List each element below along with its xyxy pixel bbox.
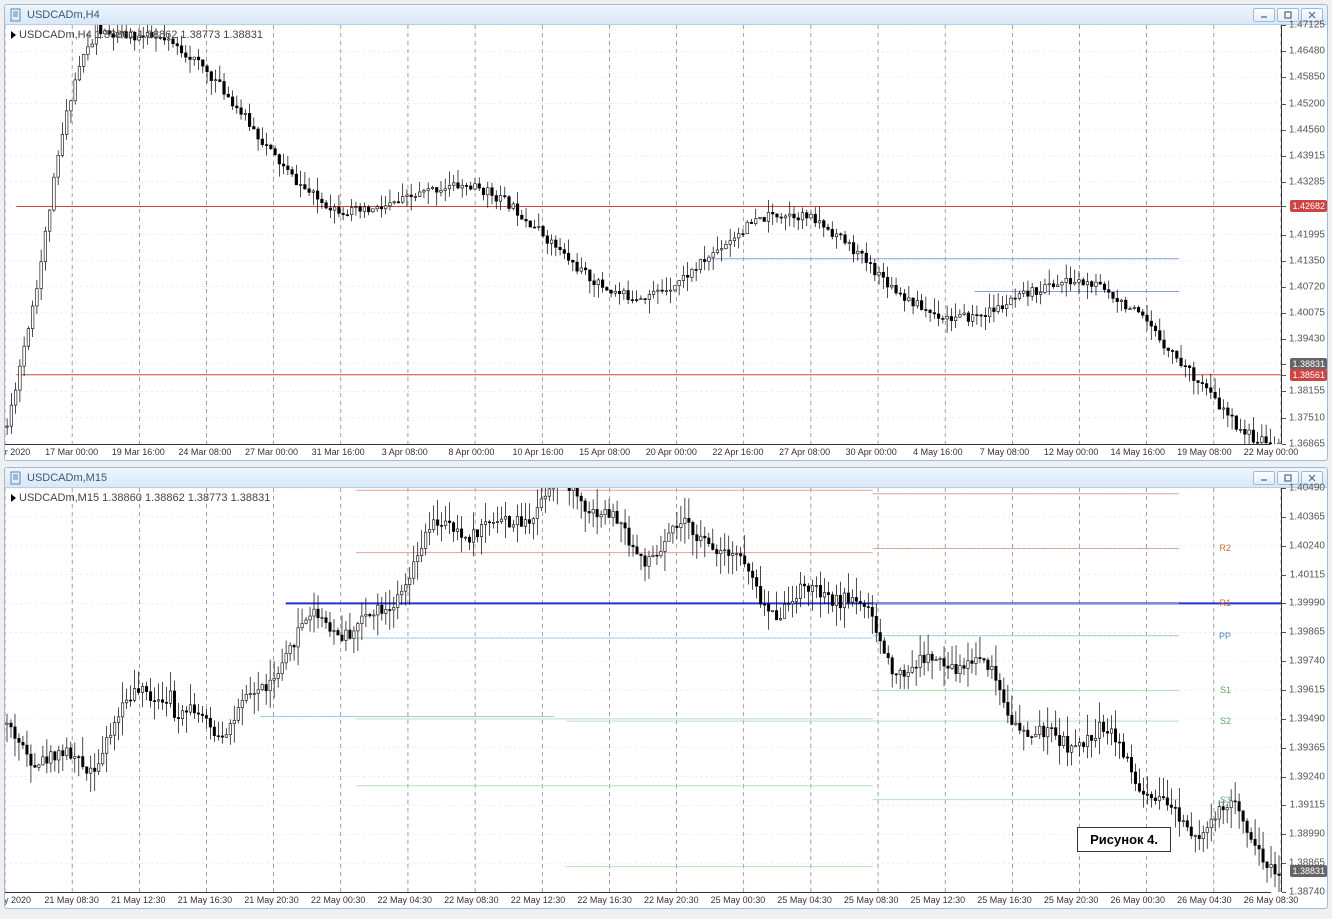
x-tick: 22 May 20:30 (644, 895, 699, 905)
y-tick: 1.37510 (1289, 412, 1325, 423)
x-tick: 12 May 00:00 (1044, 447, 1099, 457)
y-tick: 1.38155 (1289, 386, 1325, 397)
y-tick: 1.44560 (1289, 124, 1325, 135)
chart-window-h4: USDCADm,H4 1.47125 1.46480 1.45850 1.45200 1… (4, 4, 1328, 461)
titlebar-h4[interactable]: USDCADm,H4 (5, 5, 1327, 25)
x-tick: 21 May 16:30 (178, 895, 233, 905)
x-tick: 30 Apr 00:00 (846, 447, 897, 457)
y-tick: 1.39115 (1290, 800, 1325, 811)
x-tick: 25 May 20:30 (1044, 895, 1099, 905)
pivot-label: S3 (1220, 795, 1231, 805)
y-tick: 1.39430 (1289, 334, 1325, 345)
y-tick: 1.40115 (1290, 569, 1325, 580)
x-tick: 15 Apr 08:00 (579, 447, 630, 457)
chart-h4[interactable]: 1.471251.464801.458501.452001.445601.439… (5, 25, 1327, 460)
x-tick: 19 Mar 16:00 (112, 447, 165, 457)
x-tick: 25 May 16:30 (977, 895, 1032, 905)
x-tick: 22 May 00:00 (1244, 447, 1299, 457)
x-tick: 22 Apr 16:00 (712, 447, 763, 457)
document-icon (9, 471, 23, 485)
y-tick: 1.38990 (1289, 829, 1325, 840)
pivot-label: S2 (1220, 716, 1231, 726)
x-tick: 22 May 12:30 (511, 895, 566, 905)
x-tick: 14 May 16:00 (1110, 447, 1165, 457)
x-tick: 4 May 16:00 (913, 447, 963, 457)
x-tick: 25 May 00:30 (711, 895, 766, 905)
y-tick: 1.39865 (1289, 627, 1325, 638)
y-tick: 1.39990 (1289, 598, 1325, 609)
minimize-button[interactable] (1253, 8, 1275, 22)
x-tick: 21 May 20:30 (244, 895, 299, 905)
x-tick: 22 May 00:30 (311, 895, 366, 905)
x-tick: 26 May 04:30 (1177, 895, 1232, 905)
x-tick: 24 Mar 08:00 (178, 447, 231, 457)
x-tick: 25 May 12:30 (911, 895, 966, 905)
pivot-label: S1 (1220, 685, 1231, 695)
y-tick: 1.39490 (1289, 713, 1325, 724)
document-icon (9, 8, 23, 22)
window-title-m15: USDCADm,M15 (27, 472, 1253, 484)
y-tick: 1.40720 (1289, 281, 1325, 292)
x-tick: 27 Apr 08:00 (779, 447, 830, 457)
price-tag: 1.42682 (1290, 200, 1327, 212)
x-tick: 22 May 08:30 (444, 895, 499, 905)
x-tick: 21 May 12:30 (111, 895, 166, 905)
window-title-h4: USDCADm,H4 (27, 9, 1253, 21)
y-tick: 1.43915 (1289, 151, 1325, 162)
chart-window-m15: USDCADm,M15 R2 R1 PP S1 S2 S3 Рисунок 4. 1.4049… (4, 467, 1328, 909)
chart-m15[interactable]: R2R1PPS1S2S3Рисунок 4.1.404901.403651.40… (5, 488, 1327, 908)
figure-caption: Рисунок 4. (1077, 827, 1171, 852)
x-tick: 25 May 08:30 (844, 895, 899, 905)
y-tick: 1.40365 (1289, 511, 1325, 522)
y-tick: 1.45850 (1289, 72, 1325, 83)
x-tick: 17 Mar 00:00 (45, 447, 98, 457)
x-tick: 27 Mar 00:00 (245, 447, 298, 457)
pivot-label: R2 (1219, 543, 1231, 553)
y-tick: 1.39240 (1289, 771, 1325, 782)
y-tick: 1.40240 (1289, 540, 1325, 551)
x-tick: 21 May 08:30 (44, 895, 99, 905)
pivot-label: R1 (1219, 598, 1231, 608)
price-tag: 1.38831 (1290, 865, 1327, 877)
x-tick: 3 Apr 08:00 (382, 447, 428, 457)
y-tick: 1.46480 (1289, 46, 1325, 57)
titlebar-m15[interactable]: USDCADm,M15 (5, 468, 1327, 488)
y-tick: 1.39740 (1289, 656, 1325, 667)
y-tick: 1.43285 (1289, 176, 1325, 187)
y-tick: 1.41995 (1289, 229, 1325, 240)
y-tick: 1.39365 (1289, 742, 1325, 753)
y-tick: 1.45200 (1289, 98, 1325, 109)
x-tick: 21 May 2020 (4, 895, 31, 905)
x-tick: 12 Mar 2020 (4, 447, 30, 457)
x-tick: 10 Apr 16:00 (513, 447, 564, 457)
x-tick: 22 May 16:30 (577, 895, 632, 905)
y-tick: 1.39615 (1289, 685, 1325, 696)
y-tick: 1.40490 (1289, 483, 1325, 494)
x-tick: 19 May 08:00 (1177, 447, 1232, 457)
minimize-button[interactable] (1253, 471, 1275, 485)
x-tick: 20 Apr 00:00 (646, 447, 697, 457)
x-tick: 8 Apr 00:00 (448, 447, 494, 457)
pivot-label: PP (1219, 631, 1231, 641)
x-tick: 7 May 08:00 (980, 447, 1030, 457)
x-tick: 22 May 04:30 (378, 895, 433, 905)
x-tick: 26 May 08:30 (1244, 895, 1299, 905)
y-tick: 1.41350 (1289, 255, 1325, 266)
price-tag: 1.38561 (1290, 369, 1327, 381)
y-tick: 1.40075 (1289, 307, 1325, 318)
x-tick: 26 May 00:30 (1110, 895, 1165, 905)
x-tick: 31 Mar 16:00 (312, 447, 365, 457)
x-tick: 25 May 04:30 (777, 895, 832, 905)
y-tick: 1.47125 (1289, 20, 1325, 31)
